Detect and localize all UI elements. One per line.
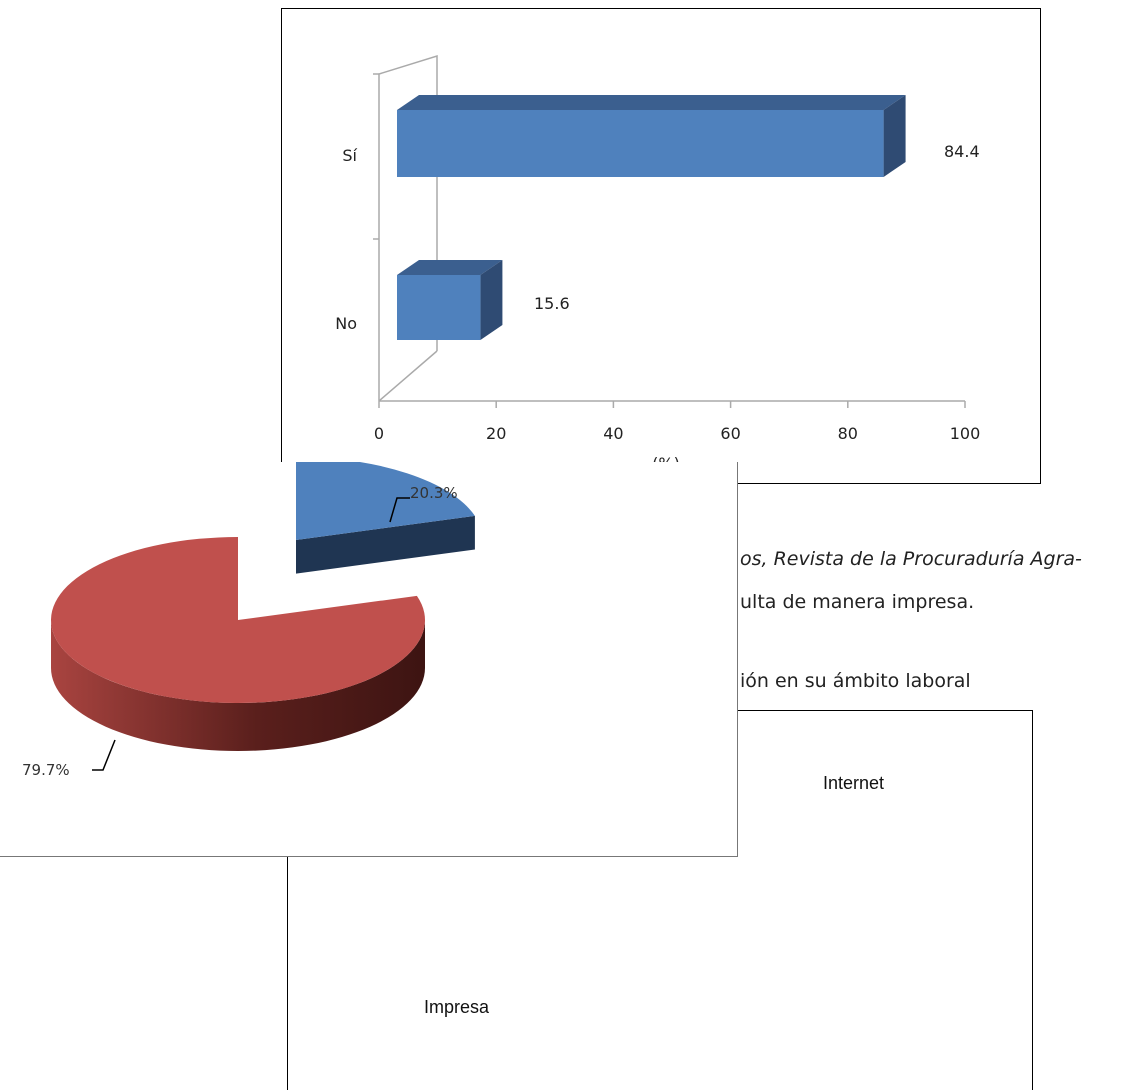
x-tick-label-0: 0: [374, 424, 384, 443]
bar-side-1: [480, 260, 503, 340]
bar-side-0: [883, 95, 906, 177]
bar-top-1: [397, 260, 503, 275]
leader-line-0: [389, 497, 410, 523]
pie-slice-side-1: [51, 620, 425, 751]
bar-1: [397, 275, 481, 340]
body-text-line-3: ión en su ámbito laboral: [740, 670, 971, 692]
body-text-line-1: os, Revista de la Procuraduría Agra-: [740, 548, 1082, 570]
category-label-0: Sí: [342, 146, 357, 165]
bar-data-label-1: 15.6: [534, 294, 570, 313]
pie-chart: 20.3% 79.7%: [22, 462, 475, 779]
x-tick-label-3: 60: [720, 424, 740, 443]
x-tick-label-5: 100: [950, 424, 981, 443]
x-tick-label-2: 40: [603, 424, 623, 443]
leader-line-1: [92, 739, 116, 771]
pie-slice-1: [50, 537, 425, 703]
bar-data-label-0: 84.4: [944, 142, 980, 161]
pie-slice-0: [296, 462, 475, 540]
impresa-label: Impresa: [424, 997, 490, 1017]
floor-edge: [378, 350, 438, 402]
body-text-line-2: ulta de manera impresa.: [740, 591, 975, 613]
bar-top-0: [397, 95, 906, 110]
pie-data-label-1: 79.7%: [22, 761, 70, 779]
pie-data-label-0: 20.3%: [410, 484, 458, 502]
bar-0: [397, 110, 884, 177]
x-tick-label-4: 80: [838, 424, 858, 443]
back-wall: [378, 54, 438, 401]
pie-chart-frame: 20.3% 79.7%: [0, 462, 738, 857]
category-label-1: No: [335, 314, 357, 333]
internet-label: Internet: [823, 773, 885, 793]
x-tick-label-1: 20: [486, 424, 506, 443]
pie-slice-side-0: [296, 515, 475, 574]
